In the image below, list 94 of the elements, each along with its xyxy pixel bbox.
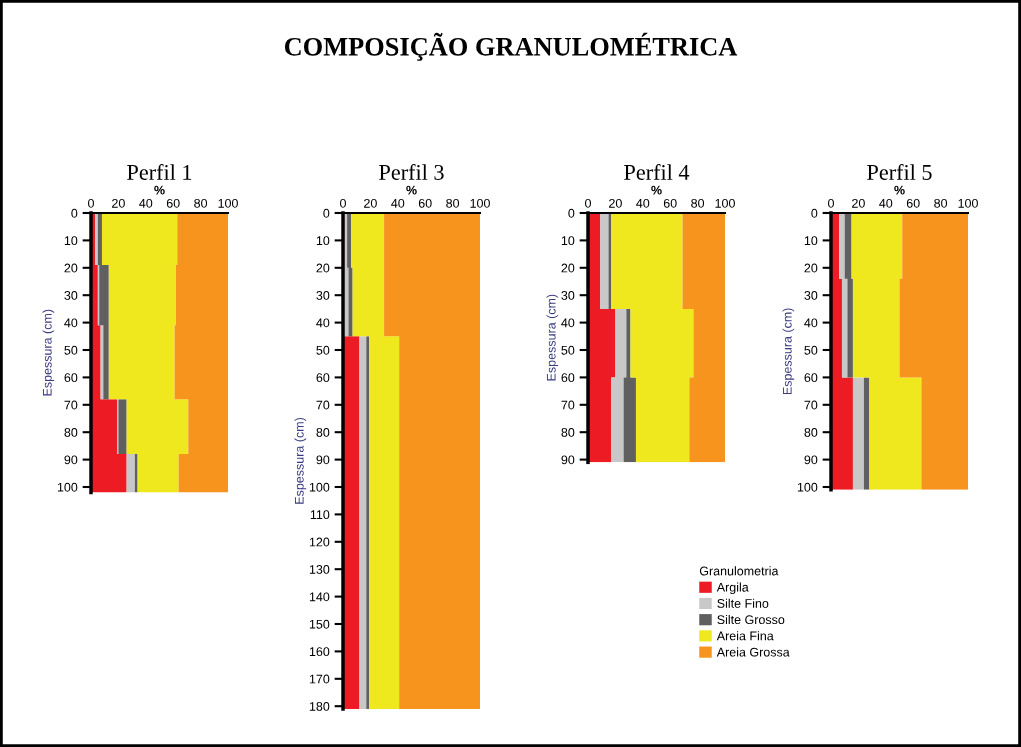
legend-label: Argila	[716, 582, 749, 595]
y-tick-label: 10	[316, 236, 330, 246]
y-tick-label: 160	[309, 647, 330, 657]
x-tick-label: 20	[112, 198, 125, 208]
y-tick-label: 90	[64, 455, 78, 465]
x-tick-label: 100	[470, 198, 490, 208]
y-tick-label: 40	[64, 318, 78, 328]
chart-title: Perfil 1	[127, 164, 192, 180]
x-tick-label: 60	[906, 198, 920, 208]
y-tick-label: 180	[309, 702, 330, 711]
y-tick-label: 30	[561, 291, 575, 300]
y-tick-label: 100	[797, 482, 818, 492]
legend-label: Areia Grossa	[716, 647, 790, 657]
y-tick-label: 90	[804, 455, 818, 465]
y-tick-label: 0	[323, 208, 330, 218]
x-tick-label: 20	[852, 198, 865, 208]
y-tick-label: 100	[309, 482, 330, 492]
x-tick-label: 80	[934, 198, 948, 208]
y-tick-label: 20	[804, 263, 818, 273]
y-tick-label: 20	[64, 263, 78, 273]
y-tick-label: 20	[316, 263, 330, 273]
y-axis-title: Espessura (cm)	[294, 417, 307, 504]
chart-title: Perfil 4	[624, 164, 690, 180]
chart-title: Perfil 3	[379, 164, 444, 180]
y-tick-label: 50	[561, 345, 575, 355]
y-tick-label: 40	[561, 318, 575, 328]
y-tick-label: 40	[316, 318, 330, 328]
y-tick-label: 150	[309, 619, 330, 629]
x-tick-label: 100	[958, 198, 978, 208]
x-axis-title: %	[406, 185, 417, 195]
y-tick-label: 70	[64, 400, 78, 410]
y-tick-label: 10	[561, 236, 575, 246]
y-tick-label: 60	[64, 373, 78, 383]
y-tick-label: 50	[804, 345, 818, 355]
y-tick-label: 30	[316, 291, 330, 300]
x-tick-label: 20	[609, 198, 622, 208]
x-tick-label: 60	[418, 198, 432, 208]
y-tick-label: 170	[309, 674, 330, 684]
y-tick-label: 70	[561, 400, 575, 410]
legend-label: Silte Fino	[717, 598, 769, 608]
y-tick-label: 90	[316, 455, 330, 465]
x-tick-label: 40	[391, 198, 405, 208]
x-tick-label: 0	[585, 198, 591, 208]
y-axis-title: Espessura (cm)	[42, 309, 55, 396]
y-tick-label: 50	[64, 345, 78, 355]
x-tick-label: 80	[446, 198, 460, 208]
y-tick-label: 110	[310, 510, 330, 520]
y-tick-label: 120	[309, 537, 330, 547]
y-tick-label: 0	[568, 208, 575, 218]
x-tick-label: 100	[218, 198, 238, 208]
y-axis-title: Espessura (cm)	[546, 294, 559, 381]
y-tick-label: 140	[309, 592, 330, 602]
y-tick-label: 60	[316, 373, 330, 383]
x-tick-label: 60	[166, 198, 180, 208]
y-tick-label: 90	[561, 455, 575, 465]
y-tick-label: 80	[64, 428, 78, 437]
legend-label: Areia Fina	[716, 631, 774, 641]
x-tick-label: 100	[715, 198, 735, 208]
x-tick-label: 40	[139, 198, 153, 208]
x-tick-label: 0	[828, 198, 834, 208]
y-tick-label: 60	[561, 373, 575, 383]
y-tick-label: 70	[316, 400, 330, 410]
y-tick-label: 0	[811, 208, 818, 218]
y-tick-label: 80	[561, 428, 575, 437]
x-tick-label: 20	[364, 198, 377, 208]
y-tick-label: 130	[309, 565, 330, 574]
y-tick-label: 60	[804, 373, 818, 383]
x-tick-label: 0	[340, 198, 346, 208]
x-tick-label: 60	[663, 198, 677, 208]
y-tick-label: 20	[561, 263, 575, 273]
y-tick-label: 70	[804, 400, 818, 410]
y-tick-label: 10	[804, 236, 818, 246]
y-tick-label: 50	[316, 345, 330, 355]
x-tick-label: 80	[691, 198, 705, 208]
y-tick-label: 10	[64, 236, 78, 246]
y-tick-label: 100	[57, 482, 78, 492]
y-tick-label: 80	[316, 428, 330, 437]
x-tick-label: 80	[194, 198, 208, 208]
x-tick-label: 40	[636, 198, 650, 208]
x-axis-title: %	[154, 185, 165, 195]
x-tick-label: 0	[88, 198, 94, 208]
text: COMPOSIÇÃO GRANULOMÉTRICA	[284, 32, 738, 61]
x-axis-title: %	[894, 185, 905, 195]
chart-title: Perfil 5	[867, 164, 932, 180]
y-tick-label: 30	[64, 291, 78, 300]
legend-title: Granulometria	[699, 566, 779, 576]
y-tick-label: 0	[71, 208, 78, 218]
y-tick-label: 80	[804, 428, 818, 437]
y-axis-title: Espessura (cm)	[782, 308, 795, 395]
y-tick-label: 40	[804, 318, 818, 328]
legend-label: Silte Grosso	[717, 614, 785, 625]
x-axis-title: %	[651, 185, 662, 195]
y-tick-label: 30	[804, 291, 818, 300]
x-tick-label: 40	[879, 198, 893, 208]
